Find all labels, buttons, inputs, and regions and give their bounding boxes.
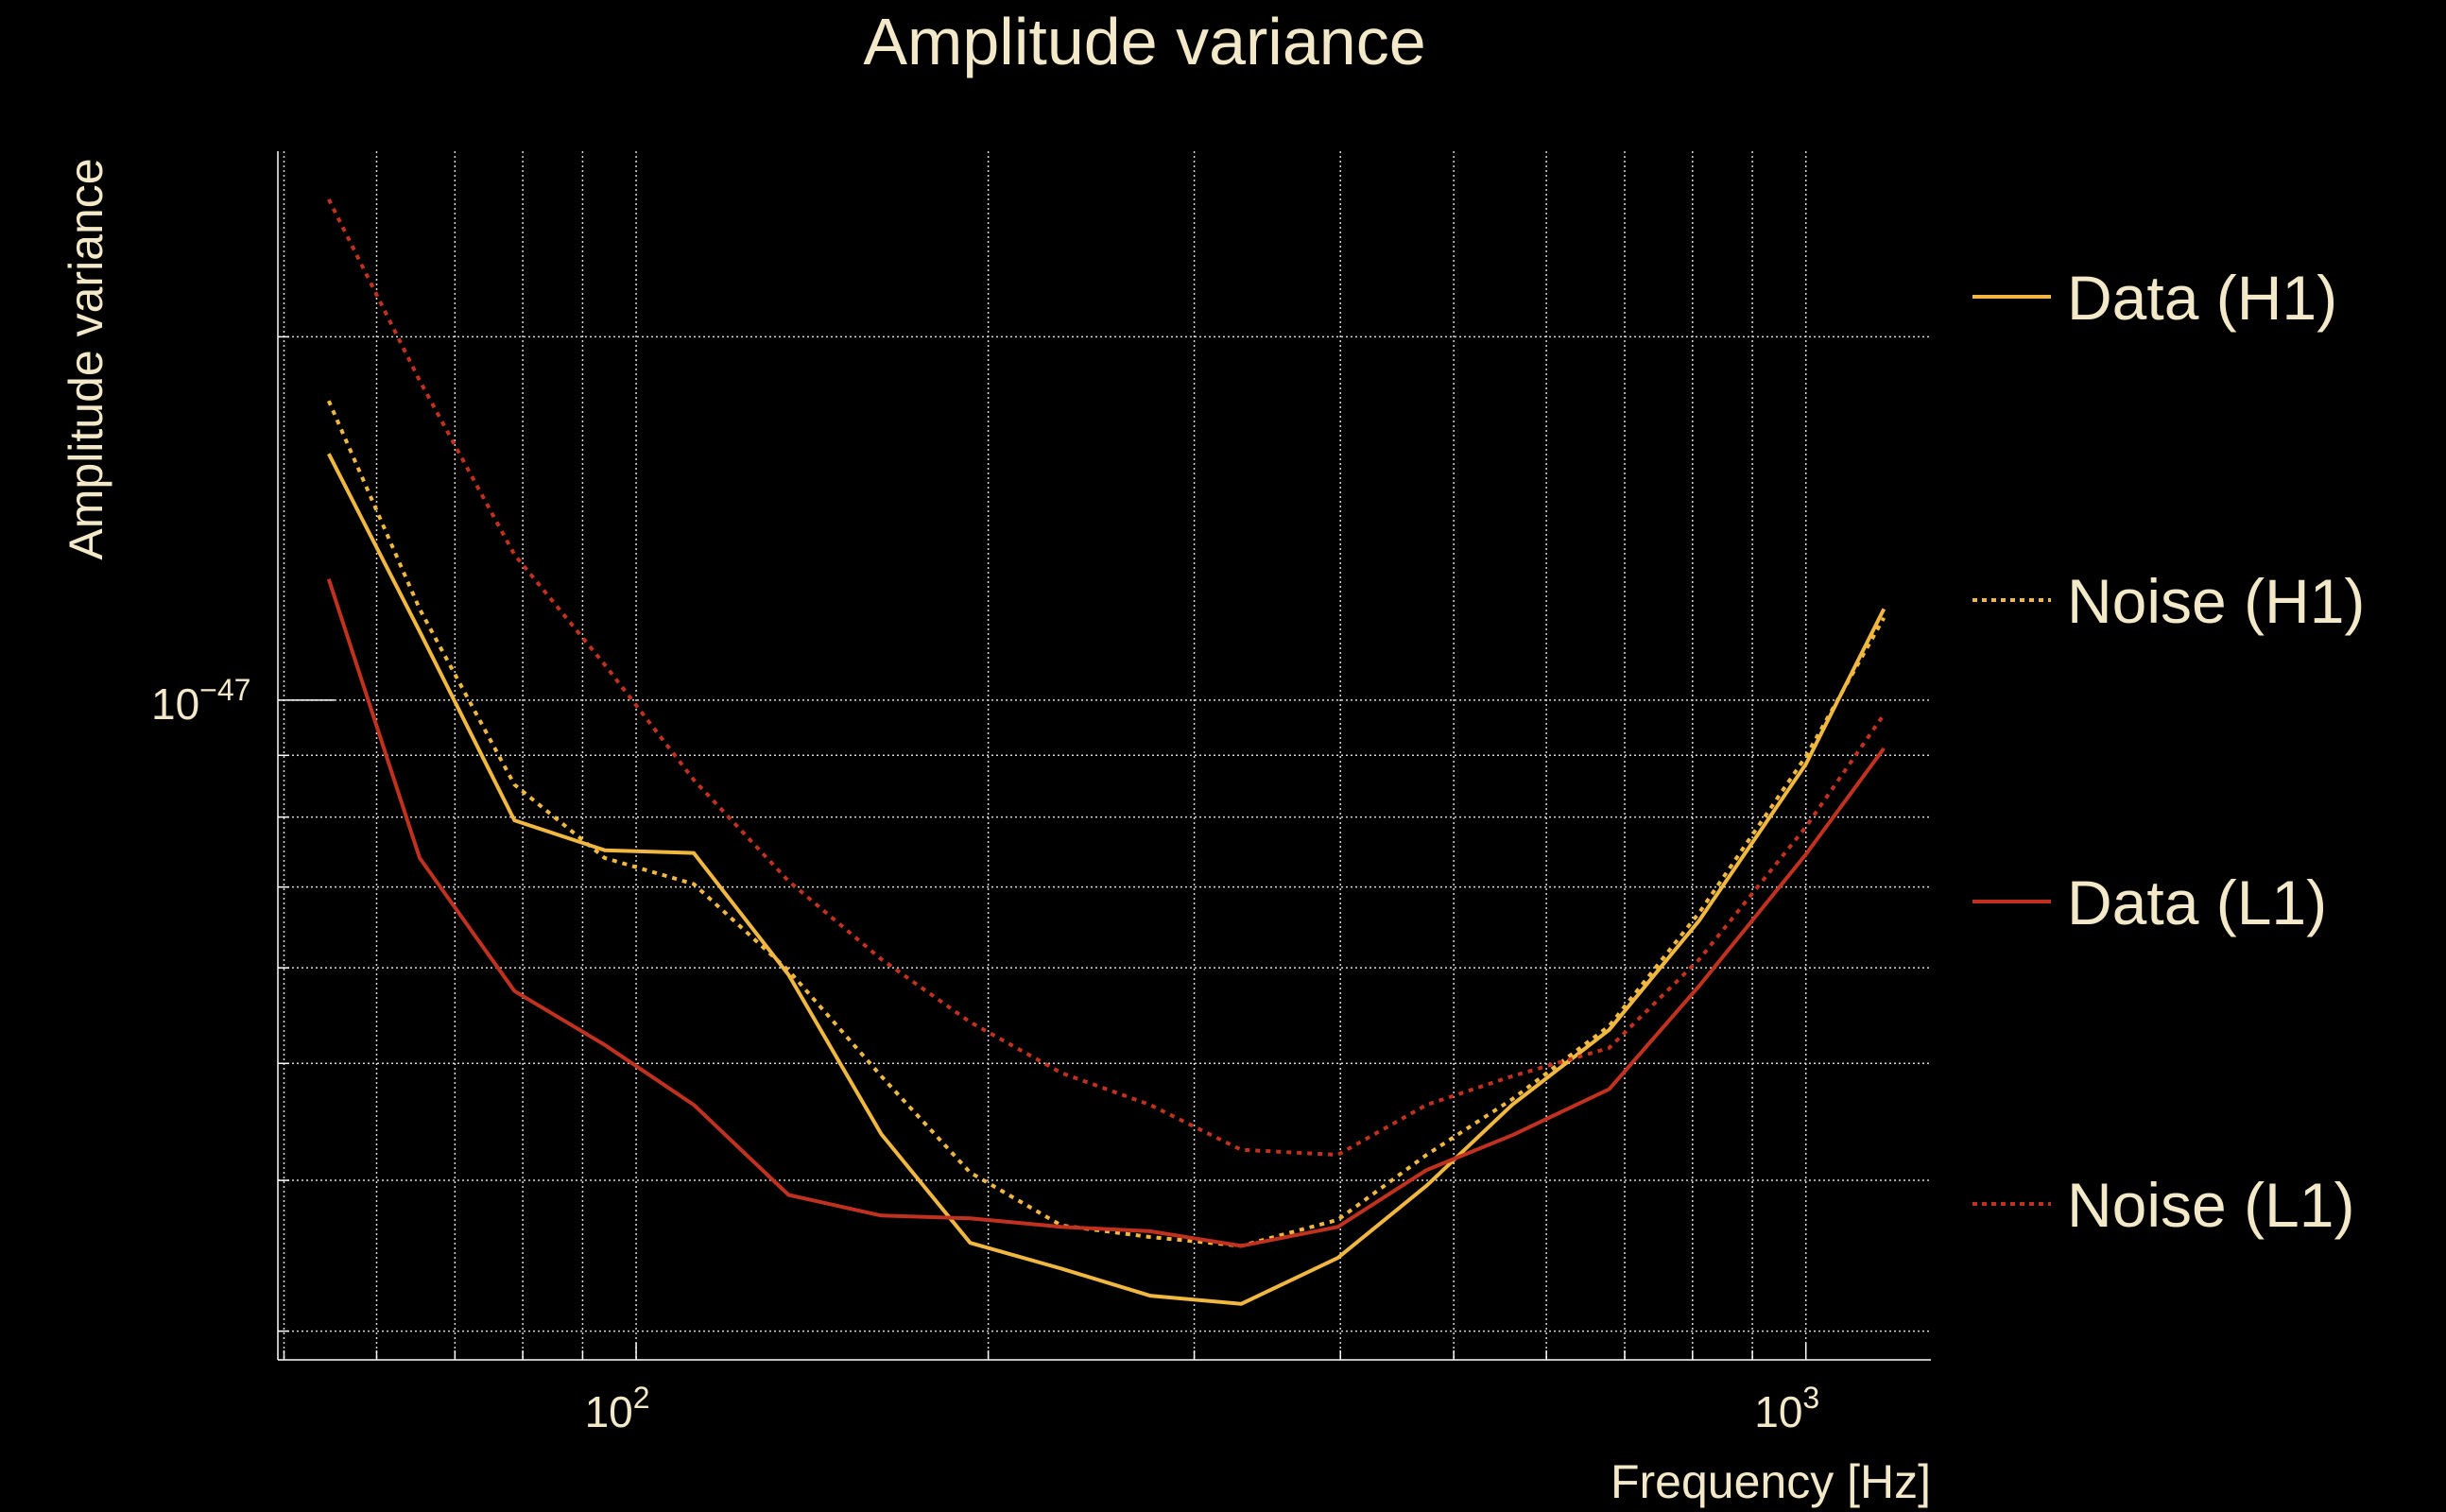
series-line-noise-l1 (327, 198, 1886, 1157)
tick-labels: 102 103 10−47 (151, 673, 1819, 1436)
y-axis-label: Amplitude variance (60, 158, 112, 559)
x-tick-label: 103 (1754, 1381, 1819, 1436)
legend-label-data-l1: Data (L1) (2067, 868, 2327, 937)
grid (278, 151, 1931, 1360)
legend-label-noise-l1: Noise (L1) (2067, 1170, 2354, 1240)
legend: Data (H1) Noise (H1) Data (L1) Noise (L1) (1972, 263, 2365, 1240)
legend-label-data-h1: Data (H1) (2067, 263, 2337, 333)
chart-title: Amplitude variance (863, 5, 1425, 78)
axes (277, 151, 1931, 1361)
series-line-data-l1 (326, 578, 1886, 1248)
series-line-noise-h1 (326, 400, 1886, 1248)
series-lines (326, 198, 1886, 1306)
x-axis-label: Frequency [Hz] (1611, 1455, 1931, 1508)
y-tick-label: 10−47 (151, 673, 250, 729)
legend-label-noise-h1: Noise (H1) (2067, 566, 2365, 636)
x-tick-label: 102 (585, 1381, 650, 1436)
